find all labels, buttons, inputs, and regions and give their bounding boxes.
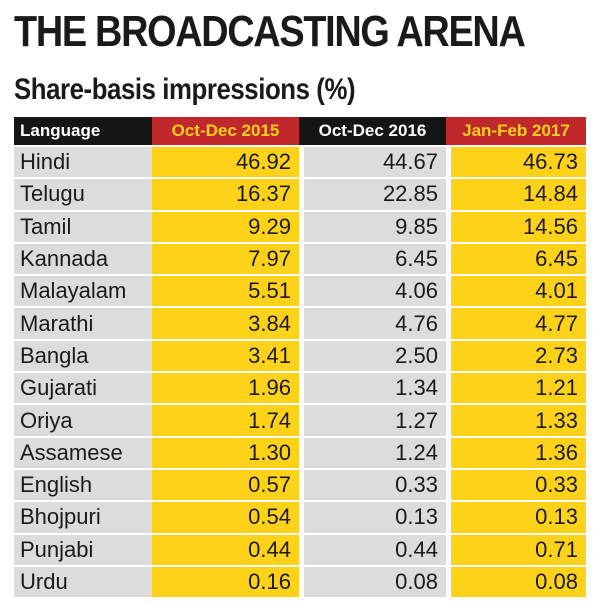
cell-language: Urdu: [14, 564, 152, 598]
cell-oct-dec-2015: 9.29: [152, 209, 299, 242]
header-oct-dec-2016: Oct-Dec 2016: [299, 117, 446, 145]
cell-oct-dec-2015: 3.84: [152, 306, 299, 339]
cell-jan-feb-2017: 4.01: [446, 274, 586, 307]
cell-jan-feb-2017: 0.33: [446, 467, 586, 501]
cell-oct-dec-2015: 5.51: [152, 274, 299, 307]
cell-language: Tamil: [14, 209, 152, 242]
cell-oct-dec-2015: 46.92: [152, 145, 299, 178]
cell-language: Gujarati: [14, 371, 152, 404]
cell-oct-dec-2016: 22.85: [299, 177, 446, 210]
table-row: Bangla 3.41 2.50 2.73: [14, 338, 586, 372]
cell-oct-dec-2016: 44.67: [299, 145, 446, 178]
cell-language: Bhojpuri: [14, 500, 152, 533]
table-row: Assamese 1.30 1.24 1.36: [14, 435, 586, 468]
cell-oct-dec-2015: 0.16: [152, 564, 299, 598]
cell-oct-dec-2016: 0.44: [299, 532, 446, 565]
cell-oct-dec-2016: 4.76: [299, 306, 446, 339]
cell-oct-dec-2016: 1.34: [299, 371, 446, 404]
cell-jan-feb-2017: 4.77: [446, 306, 586, 339]
cell-oct-dec-2016: 0.13: [299, 500, 446, 533]
cell-language: Telugu: [14, 177, 152, 210]
cell-jan-feb-2017: 14.56: [446, 209, 586, 242]
table-row: Malayalam 5.51 4.06 4.01: [14, 274, 586, 307]
cell-language: Punjabi: [14, 532, 152, 565]
cell-language: English: [14, 467, 152, 501]
cell-jan-feb-2017: 0.13: [446, 500, 586, 533]
cell-oct-dec-2016: 6.45: [299, 241, 446, 275]
table-row: Gujarati 1.96 1.34 1.21: [14, 371, 586, 404]
cell-oct-dec-2016: 4.06: [299, 274, 446, 307]
cell-oct-dec-2015: 0.54: [152, 500, 299, 533]
cell-language: Bangla: [14, 338, 152, 372]
cell-language: Hindi: [14, 145, 152, 178]
cell-jan-feb-2017: 14.84: [446, 177, 586, 210]
header-jan-feb-2017: Jan-Feb 2017: [446, 117, 586, 145]
header-oct-dec-2015: Oct-Dec 2015: [152, 117, 299, 145]
cell-oct-dec-2016: 0.08: [299, 564, 446, 598]
cell-language: Marathi: [14, 306, 152, 339]
cell-jan-feb-2017: 46.73: [446, 145, 586, 178]
cell-jan-feb-2017: 2.73: [446, 338, 586, 372]
table-row: Punjabi 0.44 0.44 0.71: [14, 532, 586, 565]
header-language: Language: [14, 117, 152, 145]
cell-oct-dec-2015: 16.37: [152, 177, 299, 210]
table-row: Marathi 3.84 4.76 4.77: [14, 306, 586, 339]
cell-oct-dec-2016: 0.33: [299, 467, 446, 501]
cell-language: Assamese: [14, 435, 152, 468]
cell-oct-dec-2015: 1.74: [152, 403, 299, 436]
table-row: Tamil 9.29 9.85 14.56: [14, 209, 586, 242]
chart-subtitle: Share-basis impressions (%): [14, 73, 356, 106]
table-row: Bhojpuri 0.54 0.13 0.13: [14, 500, 586, 533]
chart-title: THE BROADCASTING ARENA: [14, 7, 526, 56]
impressions-table: Language Oct-Dec 2015 Oct-Dec 2016 Jan-F…: [14, 117, 586, 598]
cell-oct-dec-2015: 1.96: [152, 371, 299, 404]
cell-jan-feb-2017: 1.21: [446, 371, 586, 404]
table-row: Hindi 46.92 44.67 46.73: [14, 145, 586, 178]
cell-language: Malayalam: [14, 274, 152, 307]
cell-oct-dec-2016: 1.27: [299, 403, 446, 436]
cell-jan-feb-2017: 0.71: [446, 532, 586, 565]
cell-oct-dec-2015: 1.30: [152, 435, 299, 468]
cell-oct-dec-2015: 0.44: [152, 532, 299, 565]
cell-jan-feb-2017: 0.08: [446, 564, 586, 598]
table-row: Oriya 1.74 1.27 1.33: [14, 403, 586, 436]
cell-oct-dec-2015: 0.57: [152, 467, 299, 501]
cell-jan-feb-2017: 1.36: [446, 435, 586, 468]
cell-oct-dec-2015: 3.41: [152, 338, 299, 372]
table-row: Telugu 16.37 22.85 14.84: [14, 177, 586, 210]
table-row: Urdu 0.16 0.08 0.08: [14, 564, 586, 598]
table-body: Hindi 46.92 44.67 46.73 Telugu 16.37 22.85 14.8…: [14, 145, 586, 598]
table-row: Kannada 7.97 6.45 6.45: [14, 241, 586, 275]
cell-oct-dec-2016: 9.85: [299, 209, 446, 242]
cell-oct-dec-2016: 1.24: [299, 435, 446, 468]
header-row: Language Oct-Dec 2015 Oct-Dec 2016 Jan-F…: [14, 117, 586, 145]
cell-oct-dec-2016: 2.50: [299, 338, 446, 372]
cell-oct-dec-2015: 7.97: [152, 241, 299, 275]
table-row: English 0.57 0.33 0.33: [14, 467, 586, 501]
cell-language: Kannada: [14, 241, 152, 275]
cell-language: Oriya: [14, 403, 152, 436]
cell-jan-feb-2017: 1.33: [446, 403, 586, 436]
cell-jan-feb-2017: 6.45: [446, 241, 586, 275]
